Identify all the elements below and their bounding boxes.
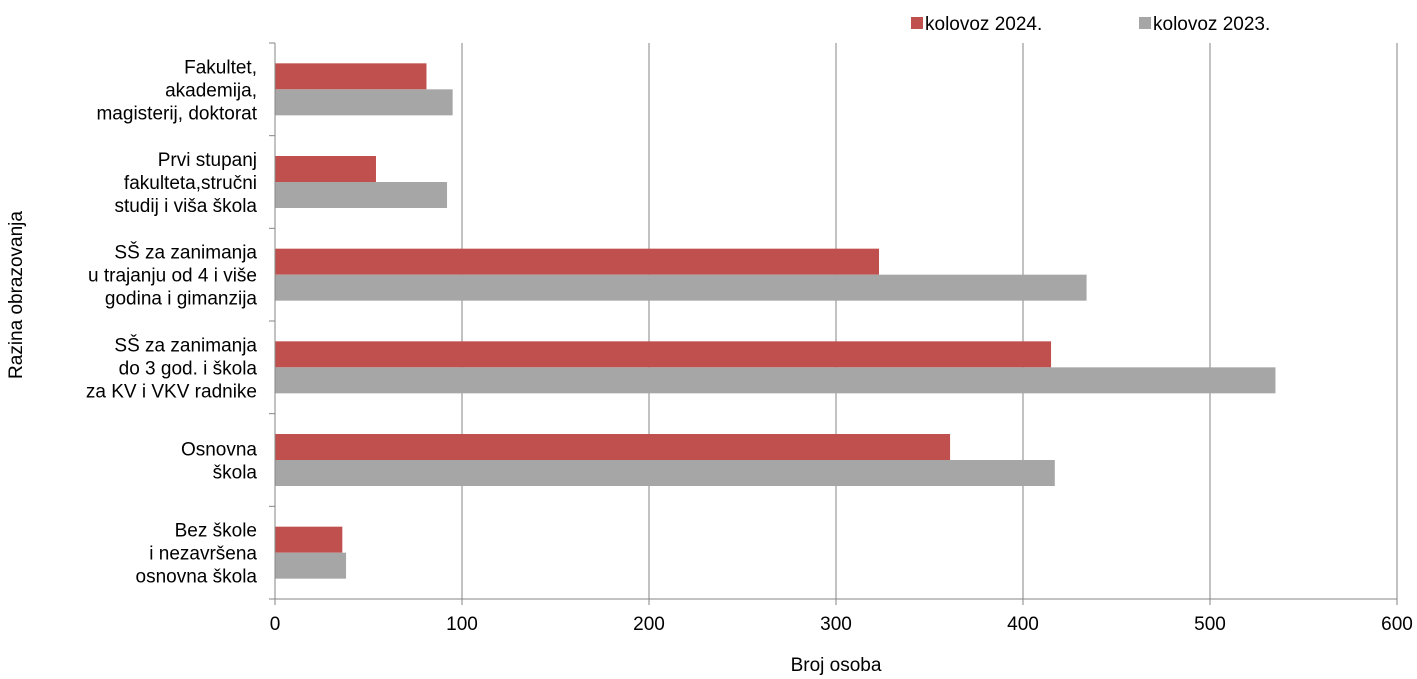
- bar-series2: [275, 460, 1055, 486]
- legend-label: kolovoz 2023.: [1153, 14, 1270, 35]
- axes: [269, 42, 1398, 605]
- bars: [275, 63, 1276, 579]
- category-label: magisterij, doktorat: [96, 103, 257, 124]
- category-label: Fakultet,: [184, 57, 257, 78]
- category-label: SŠ za zanimanja: [114, 242, 257, 264]
- bar-series1: [275, 526, 343, 553]
- category-label: za KV i VKV radnike: [86, 381, 257, 402]
- x-axis-title: Broj osoba: [791, 655, 882, 676]
- bar-series1: [275, 341, 1052, 368]
- legend-label: kolovoz 2024.: [925, 14, 1042, 35]
- category-label: škola: [213, 463, 258, 484]
- category-label: i nezavršena: [149, 544, 257, 565]
- x-tick-label: 300: [820, 614, 852, 635]
- bar-series1: [275, 434, 951, 460]
- gridlines: [461, 43, 1398, 599]
- category-label: Osnovna: [181, 440, 257, 461]
- category-label: fakulteta,stručni: [124, 173, 257, 194]
- x-tick-label: 500: [1194, 614, 1226, 635]
- x-tick-labels: 0 100 200 300 400 500 600: [270, 614, 1413, 635]
- bar-series2: [275, 274, 1087, 301]
- legend: kolovoz 2024. kolovoz 2023.: [911, 14, 1270, 35]
- x-tick-label: 200: [633, 614, 665, 635]
- bar-series2: [275, 367, 1276, 394]
- category-label: Bez škole: [175, 521, 257, 542]
- category-label: osnovna škola: [136, 567, 258, 588]
- category-label: SŠ za zanimanja: [114, 334, 257, 356]
- bar-series2: [275, 89, 453, 116]
- y-axis-title: Razina obrazovanja: [6, 211, 27, 379]
- x-tick-label: 400: [1007, 614, 1039, 635]
- category-labels: Fakultet,akademija,magisterij, doktorat P…: [86, 57, 258, 587]
- legend-swatch: [911, 17, 923, 29]
- category-label: u trajanju od 4 i više: [88, 266, 257, 287]
- bar-series2: [275, 552, 347, 579]
- category-label: Prvi stupanj: [158, 150, 257, 171]
- x-tick-label: 0: [270, 614, 281, 635]
- x-tick-label: 600: [1381, 614, 1413, 635]
- category-label: godina i gimanzija: [105, 289, 258, 310]
- legend-swatch: [1139, 17, 1151, 29]
- bar-series1: [275, 156, 376, 182]
- bar-series1: [275, 63, 427, 90]
- category-label: studij i viša škola: [114, 196, 257, 217]
- category-label: akademija,: [165, 80, 257, 101]
- bar-series1: [275, 248, 880, 275]
- category-label: do 3 god. i škola: [119, 358, 258, 379]
- bar-series2: [275, 182, 448, 208]
- x-tick-label: 100: [446, 614, 478, 635]
